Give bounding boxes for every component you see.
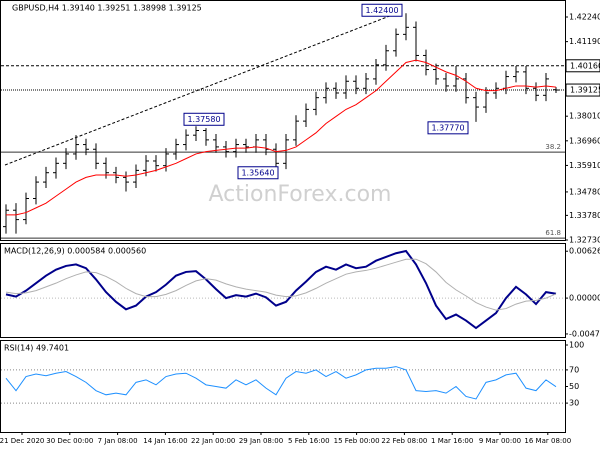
x-tick-label: 1 Mar 16:00 [431, 437, 473, 445]
series-line [5, 249, 557, 330]
chart-title: GBPUSD,H4 1.39140 1.39251 1.38998 1.3912… [12, 4, 202, 13]
annotation-box [427, 121, 469, 135]
annotation-label: 1.42400 [365, 6, 398, 15]
y-tick-label: 0.000000 [569, 294, 600, 303]
x-tick-label: 16 Mar 08:00 [524, 437, 571, 445]
y-tick-label: 1.42240 [569, 13, 600, 22]
fib-label: 38.2 [545, 143, 561, 151]
rsi-title: RSI(14) 49.7401 [4, 344, 69, 353]
trend-line [4, 11, 401, 166]
x-tick-label: 29 Jan 08:00 [239, 437, 283, 445]
y-tick-label: 1.36960 [569, 136, 600, 145]
y-tick-label: 30 [569, 399, 579, 408]
x-tick-label: 22 Jan 00:00 [191, 437, 235, 445]
y-tick-label: -0.004793 [569, 329, 600, 338]
fib-label: 61.8 [545, 229, 561, 237]
series-line [6, 59, 557, 216]
x-tick-label: 15 Feb 00:00 [334, 437, 380, 445]
level-box [565, 83, 600, 97]
annotation-box [237, 166, 279, 180]
y-tick-label: 1.41190 [569, 37, 600, 46]
y-tick-label: 1.35910 [569, 161, 600, 170]
y-tick-label: 0.006268 [569, 247, 600, 256]
x-tick-label: 21 Dec 2020 [0, 437, 44, 445]
x-tick-label: 30 Dec 00:00 [46, 437, 93, 445]
level-label: 1.40160 [570, 61, 600, 70]
macd-title: MACD(12,26,9) 0.000584 0.000560 [4, 247, 146, 256]
series-line [5, 366, 557, 400]
annotation-label: 1.37580 [187, 115, 220, 124]
annotation-label: 1.37770 [431, 123, 464, 132]
x-tick-label: 5 Feb 16:00 [288, 437, 329, 445]
annotation-box [361, 3, 403, 17]
macd-panel [0, 243, 566, 338]
y-tick-label: 1.34780 [569, 187, 600, 196]
y-tick-label: 100 [569, 341, 584, 350]
y-tick-label: 50 [569, 382, 579, 391]
annotation-box [183, 112, 225, 126]
x-tick-label: 22 Feb 08:00 [381, 437, 427, 445]
x-tick-label: 14 Jan 16:00 [143, 437, 187, 445]
y-tick-label: 1.33780 [569, 211, 600, 220]
level-box [565, 59, 600, 73]
series-line [5, 258, 557, 311]
x-tick-label: 7 Jan 08:00 [98, 437, 138, 445]
level-label: 1.39125 [570, 86, 600, 95]
y-tick-label: 1.32730 [569, 236, 600, 245]
annotation-label: 1.35640 [241, 168, 274, 177]
watermark: ActionForex.com [209, 182, 392, 207]
y-tick-label: 1.38010 [569, 112, 600, 121]
x-tick-label: 9 Mar 00:00 [479, 437, 521, 445]
price-panel [0, 0, 566, 241]
y-tick-label: 70 [569, 365, 579, 374]
